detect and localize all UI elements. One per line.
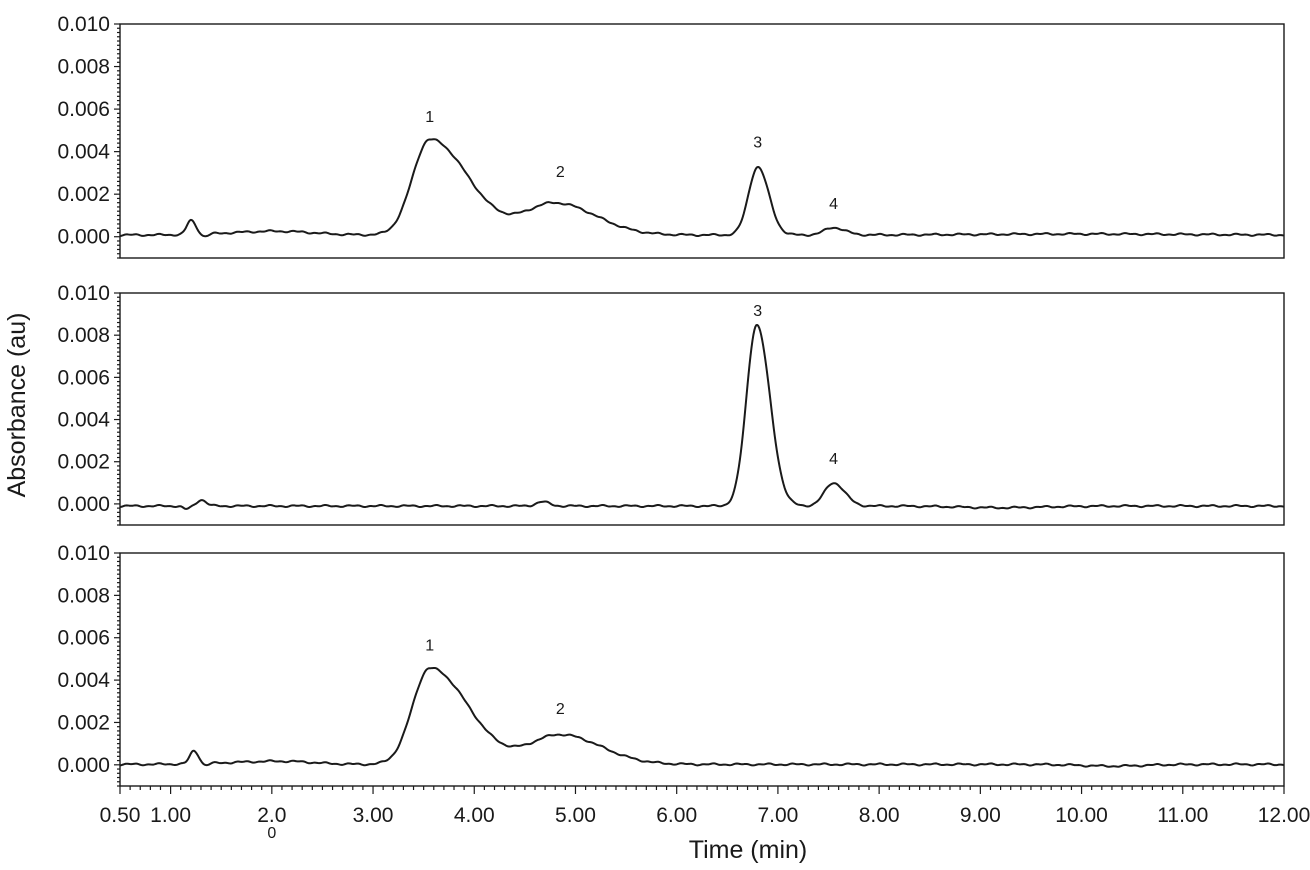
y-tick-label: 0.008 xyxy=(57,584,110,607)
y-tick-label: 0.002 xyxy=(57,183,110,206)
x-tick-label: 5.00 xyxy=(555,804,596,827)
x-tick-label: 9.00 xyxy=(960,804,1001,827)
peak-label-2: 2 xyxy=(556,164,565,181)
panel-1: 0.010 0.008 0.006 0.004 0.002 0.000 1 2 3 4 xyxy=(57,13,1285,259)
x-tick-label: 10.00 xyxy=(1055,804,1108,827)
panel-3-frame xyxy=(119,552,1285,787)
y-tick-label: 0.000 xyxy=(57,754,110,777)
y-tick-label: 0.010 xyxy=(57,282,110,305)
x-axis: 0.50 1.00 2.0 3.00 4.00 5.00 6.00 7.00 8.00 9.00 1… xyxy=(100,786,1310,842)
x-tick-label: 11.00 xyxy=(1157,804,1208,827)
peak-label-3: 3 xyxy=(753,303,762,320)
peak-label-1: 1 xyxy=(425,637,434,654)
y-tick-label: 0.004 xyxy=(57,141,110,164)
y-tick-label: 0.004 xyxy=(57,409,110,432)
x-tick-label: 8.00 xyxy=(859,804,900,827)
panel-2-frame xyxy=(119,292,1285,526)
y-tick-label: 0.008 xyxy=(57,324,110,347)
y-tick-label: 0.000 xyxy=(57,493,110,516)
y-tick-label: 0.006 xyxy=(57,98,110,121)
x-tick-label: 1.00 xyxy=(150,804,191,827)
y-tick-label: 0.000 xyxy=(57,226,110,249)
panel-1-trace xyxy=(119,138,1285,238)
y-tick-label: 0.006 xyxy=(57,366,110,389)
x-tick-label: 7.00 xyxy=(757,804,798,827)
x-tick-label: 2.0 xyxy=(257,804,286,827)
x-tick-label-fragment: 0 xyxy=(267,825,276,842)
peak-label-1: 1 xyxy=(425,109,434,126)
x-tick-label: 0.50 xyxy=(100,804,141,827)
y-tick-label: 0.004 xyxy=(57,669,110,692)
x-tick-label: 3.00 xyxy=(353,804,394,827)
panel-3: 0.010 0.008 0.006 0.004 0.002 0.000 1 2 xyxy=(57,542,1285,787)
peak-label-2: 2 xyxy=(556,701,565,718)
panel-1-frame xyxy=(119,23,1285,259)
x-axis-title: Time (min) xyxy=(689,836,808,864)
y-axis-title: Absorbance (au) xyxy=(3,313,31,498)
peak-label-4: 4 xyxy=(829,451,838,468)
y-tick-label: 0.006 xyxy=(57,627,110,650)
x-tick-label: 12.00 xyxy=(1258,804,1310,827)
panel-2: 0.010 0.008 0.006 0.004 0.002 0.000 3 4 xyxy=(57,282,1285,526)
y-tick-label: 0.008 xyxy=(57,56,110,79)
x-tick-label: 6.00 xyxy=(656,804,697,827)
panel-3-trace xyxy=(119,666,1285,768)
y-tick-label: 0.002 xyxy=(57,451,110,474)
peak-label-3: 3 xyxy=(753,134,762,151)
y-tick-label: 0.002 xyxy=(57,711,110,734)
y-tick-label: 0.010 xyxy=(57,542,110,565)
panels-group: 0.0100.0080.0060.0040.0020.00012340.0100… xyxy=(57,13,1285,787)
x-tick-label: 4.00 xyxy=(454,804,495,827)
peak-label-4: 4 xyxy=(829,196,838,213)
y-tick-label: 0.010 xyxy=(57,13,110,36)
panel-2-trace xyxy=(119,323,1285,510)
